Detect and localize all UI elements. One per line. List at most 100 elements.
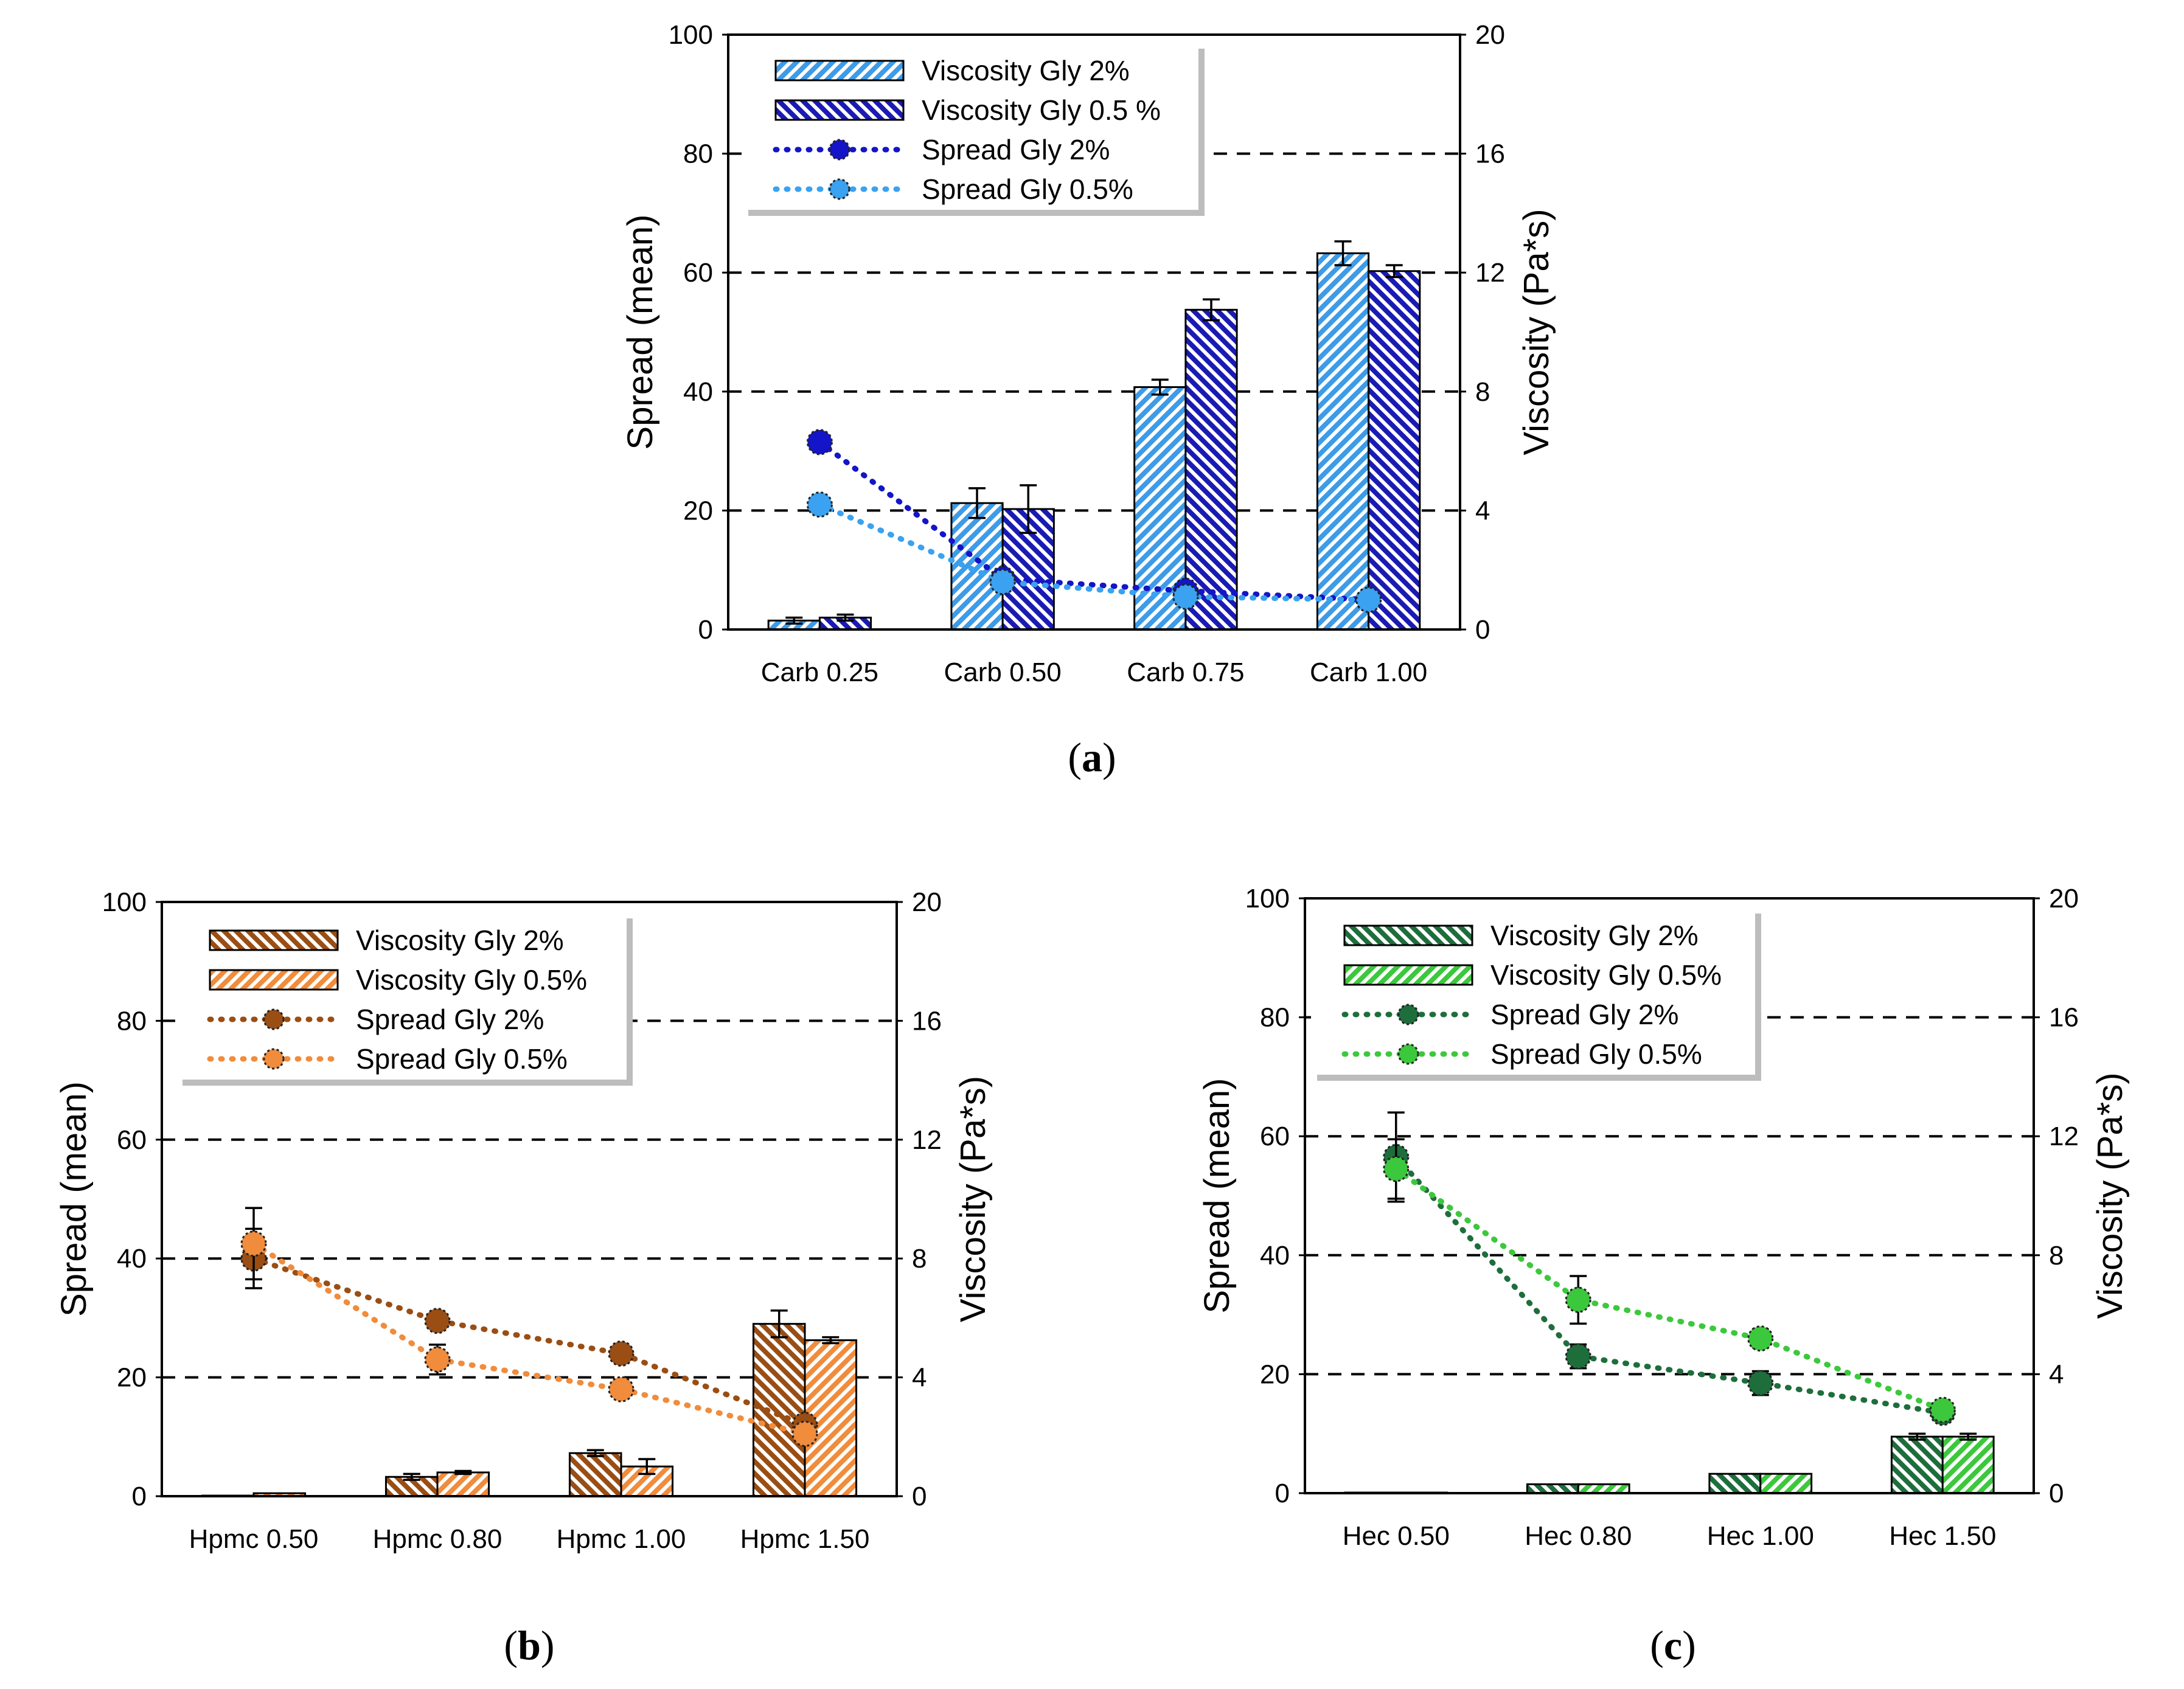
data-point (1172, 583, 1199, 610)
bar (1526, 1483, 1579, 1494)
bar-series (1344, 1432, 1944, 1494)
panel-b-caption: (b) (504, 1622, 554, 1668)
legend-swatch (774, 99, 905, 121)
y-left-axis-label: Spread (mean) (1197, 1078, 1237, 1314)
y-left-tick-label: 0 (1275, 1479, 1290, 1508)
x-tick-label: Carb 0.50 (944, 657, 1062, 687)
legend-swatch (1343, 924, 1473, 946)
bar (436, 1471, 490, 1497)
x-tick-label: Carb 0.75 (1127, 657, 1244, 687)
legend-swatch (774, 60, 905, 82)
y-right-ticks: 0 4 8 12 16 20 (2034, 884, 2079, 1508)
data-point (1355, 586, 1382, 613)
x-tick-label: Carb 1.00 (1310, 657, 1427, 687)
y-right-tick-label: 8 (912, 1244, 927, 1274)
data-point (1565, 1343, 1591, 1370)
line-series (806, 491, 1382, 613)
bar (1184, 308, 1238, 631)
y-left-tick-label: 80 (683, 139, 713, 169)
y-right-axis-label: Viscosity (Pa*s) (1517, 209, 1556, 455)
y-left-tick-label: 20 (1260, 1359, 1290, 1389)
series-line (251, 1255, 808, 1428)
data-point (1747, 1325, 1774, 1352)
line-series (806, 429, 1382, 613)
y-right-tick-label: 16 (912, 1006, 942, 1036)
y-right-ticks: 0 4 8 12 16 20 (897, 887, 942, 1511)
x-ticks: Hec 0.50 Hec 0.80 Hec 1.00 Hec 1.50 (1343, 1521, 1997, 1551)
x-tick-label: Hec 0.50 (1343, 1521, 1450, 1551)
y-left-tick-label: 40 (683, 377, 713, 407)
x-ticks: Hpmc 0.50 Hpmc 0.80 Hpmc 1.00 Hpmc 1.50 (189, 1524, 870, 1554)
y-right-tick-label: 12 (2049, 1122, 2079, 1151)
legend-marker (263, 1048, 285, 1070)
series-line (816, 439, 1372, 603)
legend-label: Spread Gly 2% (356, 1004, 544, 1035)
y-left-tick-label: 20 (117, 1363, 147, 1393)
x-tick-label: Hec 1.00 (1707, 1521, 1814, 1551)
legend-marker (1397, 1043, 1419, 1065)
bar-series (1395, 1432, 1995, 1494)
y-right-tick-label: 0 (1475, 615, 1490, 645)
legend-label: Spread Gly 0.5% (1490, 1038, 1702, 1070)
legend-marker (829, 139, 850, 161)
bar-series (818, 264, 1421, 631)
bar (1368, 270, 1421, 631)
y-left-tick-label: 100 (669, 20, 713, 50)
y-right-tick-label: 16 (1475, 139, 1505, 169)
y-right-tick-label: 12 (1475, 258, 1505, 288)
data-point (989, 569, 1016, 595)
y-left-tick-label: 100 (102, 887, 147, 917)
legend-label: Viscosity Gly 0.5% (1490, 959, 1722, 991)
x-tick-label: Hec 1.50 (1889, 1521, 1996, 1551)
x-tick-label: Carb 0.25 (761, 657, 878, 687)
legend-label: Viscosity Gly 2% (922, 55, 1130, 86)
legend-label: Viscosity Gly 2% (1490, 920, 1699, 951)
y-left-axis-label: Spread (mean) (621, 215, 660, 450)
y-left-tick-label: 0 (698, 615, 713, 645)
line-series (1383, 1111, 1956, 1426)
plot-frame (727, 33, 1461, 631)
y-right-tick-label: 12 (912, 1125, 942, 1155)
data-point (1383, 1156, 1410, 1182)
x-tick-label: Hpmc 1.00 (557, 1524, 686, 1554)
data-point (806, 429, 833, 456)
y-right-axis-label: Viscosity (Pa*s) (2090, 1072, 2130, 1319)
y-right-tick-label: 4 (912, 1363, 927, 1393)
legend-label: Viscosity Gly 2% (356, 924, 564, 956)
data-point (240, 1230, 267, 1257)
bar (1316, 252, 1370, 631)
data-point (1929, 1396, 1956, 1423)
x-tick-label: Hpmc 1.50 (740, 1524, 870, 1554)
legend-label: Viscosity Gly 0.5% (356, 964, 587, 996)
y-right-tick-label: 20 (1475, 20, 1505, 50)
data-point (1565, 1286, 1591, 1313)
y-left-tick-label: 40 (1260, 1241, 1290, 1271)
y-right-tick-label: 20 (912, 887, 942, 917)
legend-swatch (209, 969, 339, 991)
x-ticks: Carb 0.25 Carb 0.50 Carb 0.75 Carb 1.00 (761, 657, 1427, 687)
y-left-tick-label: 80 (1260, 1003, 1290, 1033)
series-line (816, 502, 1372, 603)
legend: Viscosity Gly 2% Viscosity Gly 0.5% Spread… (1311, 907, 1761, 1081)
bar-series (767, 240, 1370, 631)
x-tick-label: Hec 0.80 (1525, 1521, 1632, 1551)
y-left-tick-label: 100 (1245, 884, 1290, 914)
y-right-tick-label: 4 (2049, 1359, 2064, 1389)
data-point (1747, 1370, 1774, 1396)
bar (1708, 1472, 1762, 1494)
bar (1577, 1483, 1630, 1494)
y-left-tick-label: 40 (117, 1244, 147, 1274)
data-point (791, 1420, 818, 1447)
legend-label: Viscosity Gly 0.5 % (922, 94, 1161, 126)
plot-frame (1304, 897, 2035, 1494)
x-tick-label: Hpmc 0.50 (189, 1524, 319, 1554)
y-left-tick-label: 60 (117, 1125, 147, 1155)
y-right-tick-label: 8 (1475, 377, 1490, 407)
line-series (240, 1207, 818, 1447)
bar (1890, 1435, 1944, 1494)
legend-label: Spread Gly 0.5% (922, 173, 1133, 205)
y-left-tick-label: 0 (132, 1482, 147, 1511)
